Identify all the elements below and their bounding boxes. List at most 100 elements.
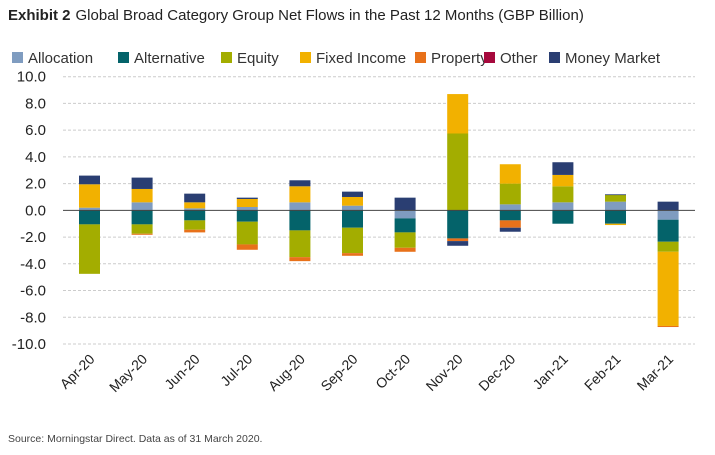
bar-fixed-income-Aug-20	[289, 186, 311, 203]
bar-money-market-May-20	[131, 177, 153, 189]
bar-equity-Mar-21	[657, 241, 679, 252]
bar-alternative-May-20	[131, 210, 153, 225]
x-tick-label: Jan-21	[529, 351, 571, 393]
legend-label: Allocation	[28, 50, 93, 67]
y-tick-label: -4.0	[20, 256, 46, 273]
bar-fixed-income-Feb-21	[605, 223, 626, 226]
y-tick-label: -10.0	[12, 336, 46, 353]
bar-allocation-Feb-21	[605, 201, 626, 211]
bar-alternative-Apr-20	[79, 210, 100, 225]
y-tick-label: 8.0	[25, 95, 46, 112]
legend-label: Fixed Income	[316, 50, 406, 67]
bar-allocation-Aug-20	[289, 202, 311, 211]
bar-equity-Jul-20	[236, 221, 258, 245]
legend-label: Equity	[237, 50, 279, 67]
bar-money-market-Feb-21	[605, 194, 626, 196]
bar-allocation-May-20	[131, 202, 153, 211]
bar-fixed-income-Mar-21	[657, 251, 679, 326]
bar-equity-Oct-20	[394, 232, 416, 248]
bar-allocation-Sep-20	[342, 205, 363, 211]
legend: Allocation Alternative Equity Fixed Income P…	[12, 50, 661, 67]
bar-alternative-Mar-21	[657, 219, 679, 242]
bar-property-May-20	[131, 233, 153, 235]
legend-swatch-allocation	[12, 52, 23, 63]
y-tick-label: 0.0	[25, 202, 46, 219]
bar-equity-Apr-20	[79, 224, 100, 274]
x-tick-label: Feb-21	[581, 351, 624, 394]
bar-money-market-Jul-20	[236, 197, 258, 199]
y-tick-label: -2.0	[20, 229, 46, 246]
bar-allocation-Dec-20	[499, 204, 521, 211]
gridlines	[63, 76, 695, 345]
legend-label: Property	[431, 50, 488, 67]
bar-equity-Aug-20	[289, 230, 311, 258]
x-tick-label: Apr-20	[57, 351, 98, 392]
bar-allocation-Jul-20	[236, 207, 258, 211]
x-tick-label: Jun-20	[161, 351, 203, 393]
bar-fixed-income-Jul-20	[236, 198, 258, 208]
bar-fixed-income-Dec-20	[499, 164, 521, 184]
bar-alternative-Feb-21	[605, 210, 626, 224]
bar-property-Mar-21	[657, 325, 679, 328]
legend-swatch-alternative	[118, 52, 129, 63]
legend-swatch-fixed-income	[300, 52, 311, 63]
bar-allocation-Oct-20	[394, 210, 416, 219]
x-axis: Apr-20 May-20 Jun-20 Jul-20 Aug-20 Sep-20 Oct-…	[57, 351, 677, 395]
bar-property-Oct-20	[394, 247, 416, 252]
bar-allocation-Mar-21	[657, 210, 679, 220]
legend-swatch-money-market	[549, 52, 560, 63]
bar-fixed-income-Sep-20	[342, 196, 363, 206]
bar-property-Sep-20	[342, 253, 363, 256]
bar-property-Jul-20	[236, 244, 258, 250]
bar-money-market-Oct-20	[394, 197, 416, 211]
y-tick-label: 10.0	[17, 69, 46, 86]
x-tick-label: Dec-20	[475, 351, 518, 394]
bar-money-market-Nov-20	[447, 241, 469, 246]
exhibit-label: Exhibit 2	[8, 7, 71, 24]
bar-alternative-Sep-20	[342, 210, 363, 228]
bar-alternative-Jan-21	[552, 210, 574, 224]
bar-money-market-Dec-20	[499, 227, 521, 232]
bar-alternative-Dec-20	[499, 210, 521, 221]
bar-money-market-Mar-21	[657, 201, 679, 211]
bar-equity-Jun-20	[184, 220, 206, 230]
legend-label: Alternative	[134, 50, 205, 67]
x-tick-label: Sep-20	[317, 351, 360, 394]
source-note: Source: Morningstar Direct. Data as of 3…	[8, 433, 262, 445]
x-tick-label: Jul-20	[217, 351, 255, 389]
legend-swatch-equity	[221, 52, 232, 63]
bar-fixed-income-May-20	[131, 188, 153, 203]
bar-equity-May-20	[131, 224, 153, 234]
bar-fixed-income-Jan-21	[552, 174, 574, 187]
bar-money-market-Sep-20	[342, 191, 363, 197]
bar-allocation-Jan-21	[552, 202, 574, 211]
y-tick-label: -8.0	[20, 309, 46, 326]
bar-money-market-Apr-20	[79, 175, 100, 185]
legend-swatch-property	[415, 52, 426, 63]
bar-alternative-Nov-20	[447, 210, 469, 239]
y-tick-label: 4.0	[25, 149, 46, 166]
x-tick-label: Mar-21	[634, 351, 677, 394]
bar-property-Nov-20	[447, 238, 469, 242]
bars	[79, 94, 679, 328]
y-tick-label: -6.0	[20, 283, 46, 300]
bar-alternative-Jul-20	[236, 210, 258, 222]
bar-fixed-income-Apr-20	[79, 184, 100, 208]
bar-property-Aug-20	[289, 257, 311, 262]
bar-equity-Feb-21	[605, 194, 626, 202]
bar-alternative-Jun-20	[184, 210, 206, 221]
chart-title: Exhibit 2 Global Broad Category Group Net…	[8, 7, 584, 24]
x-tick-label: May-20	[106, 351, 150, 395]
x-tick-label: Nov-20	[423, 351, 466, 394]
bar-money-market-Jan-21	[552, 162, 574, 175]
bar-allocation-Apr-20	[79, 207, 100, 211]
bar-property-Jun-20	[184, 229, 206, 233]
x-tick-label: Aug-20	[265, 351, 308, 394]
bar-money-market-Aug-20	[289, 180, 311, 187]
bar-fixed-income-Jun-20	[184, 202, 206, 209]
y-tick-label: 6.0	[25, 122, 46, 139]
y-tick-label: 2.0	[25, 176, 46, 193]
x-tick-label: Oct-20	[372, 351, 413, 392]
bar-equity-Sep-20	[342, 227, 363, 254]
